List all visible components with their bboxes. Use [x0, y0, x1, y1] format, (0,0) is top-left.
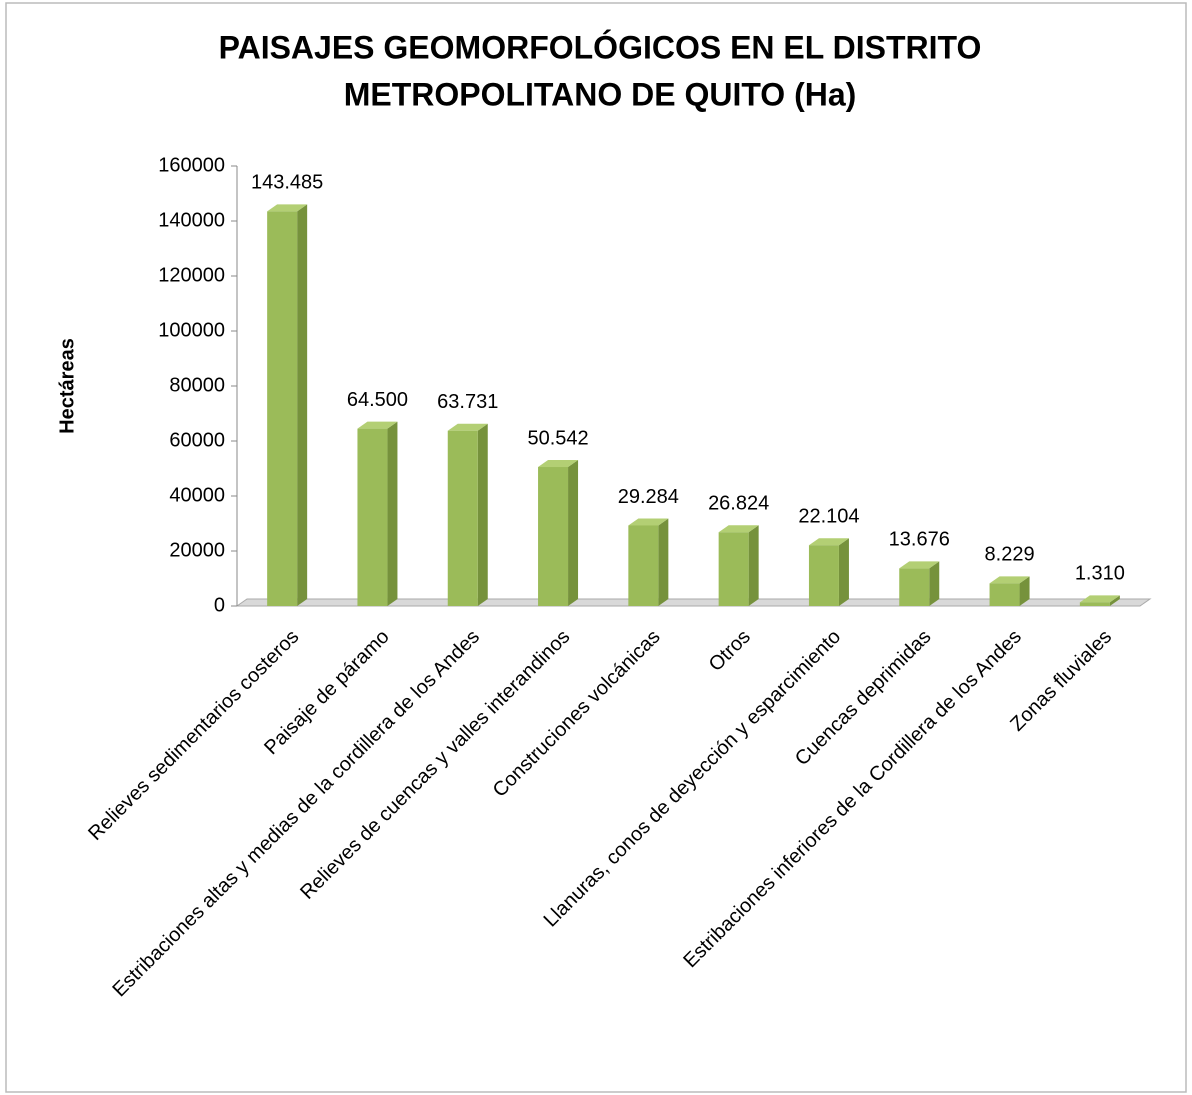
bar-top — [1079, 595, 1120, 603]
bar-side — [748, 525, 759, 606]
chart-title: METROPOLITANO DE QUITO (Ha) — [344, 76, 857, 112]
y-axis-label: Hectáreas — [56, 338, 78, 434]
bar-top — [899, 561, 940, 569]
y-tick-label: 20000 — [169, 539, 225, 561]
y-tick-label: 100000 — [158, 319, 225, 341]
value-label: 8.229 — [985, 544, 1035, 566]
bar-side — [568, 460, 579, 606]
value-label: 63.731 — [437, 391, 498, 413]
bar-side — [838, 538, 849, 606]
y-tick-label: 60000 — [169, 429, 225, 451]
bar — [267, 211, 298, 606]
bar-top — [718, 525, 759, 533]
y-tick-label: 40000 — [169, 484, 225, 506]
bar — [899, 568, 930, 606]
bar-side — [1109, 595, 1120, 606]
value-label: 1.310 — [1075, 563, 1125, 585]
bar-top — [628, 518, 669, 526]
bar — [989, 583, 1020, 606]
value-label: 13.676 — [889, 529, 950, 551]
bar-top — [267, 204, 308, 212]
value-label: 26.824 — [708, 493, 769, 515]
value-label: 143.485 — [251, 172, 323, 194]
bar-side — [477, 423, 488, 606]
bar — [447, 430, 478, 606]
bar — [357, 428, 388, 606]
bar-top — [989, 576, 1030, 584]
y-tick-label: 0 — [214, 594, 225, 616]
value-label: 29.284 — [618, 486, 679, 508]
bar-side — [387, 421, 398, 606]
bar-side — [658, 518, 669, 606]
value-label: 64.500 — [347, 389, 408, 411]
bar-side — [1019, 576, 1030, 606]
bar-top — [447, 423, 488, 431]
bar — [628, 525, 659, 606]
bar — [1079, 602, 1110, 606]
bar — [538, 467, 569, 606]
value-label: 50.542 — [527, 427, 588, 449]
bar-side — [929, 561, 940, 606]
bar-top — [538, 460, 579, 468]
y-tick-label: 160000 — [158, 154, 225, 176]
bar — [718, 532, 749, 606]
chart-title: PAISAJES GEOMORFOLÓGICOS EN EL DISTRITO — [219, 29, 982, 65]
bar-top — [357, 421, 398, 429]
y-tick-label: 120000 — [158, 264, 225, 286]
y-tick-label: 80000 — [169, 374, 225, 396]
bar — [808, 545, 839, 606]
value-label: 22.104 — [798, 505, 859, 527]
bar-top — [808, 538, 849, 546]
chart-border — [5, 2, 1187, 1093]
bar-side — [297, 204, 308, 606]
y-tick-label: 140000 — [158, 209, 225, 231]
